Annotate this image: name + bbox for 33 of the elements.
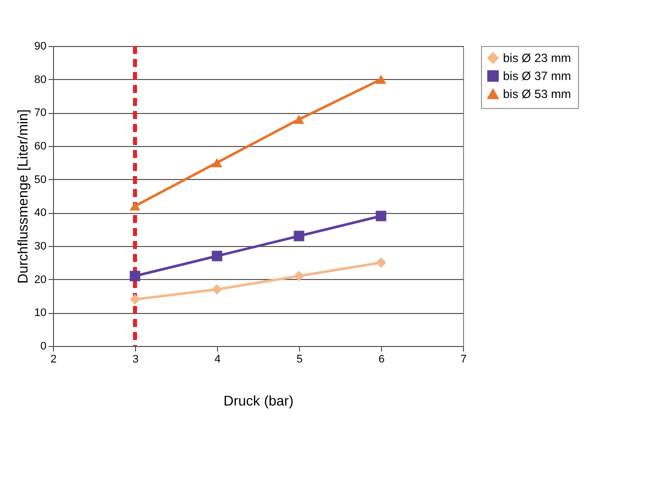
x-tick-label: 2 bbox=[50, 354, 57, 366]
y-tick-label: 20 bbox=[34, 274, 46, 286]
legend-label: bis Ø 53 mm bbox=[503, 87, 572, 101]
y-tick-label: 50 bbox=[34, 174, 46, 186]
x-axis-title: Druck (bar) bbox=[223, 392, 294, 408]
point bbox=[130, 201, 140, 211]
point bbox=[376, 74, 386, 84]
point bbox=[212, 250, 222, 262]
y-tick-label: 40 bbox=[34, 207, 46, 220]
point bbox=[130, 270, 140, 282]
point bbox=[294, 230, 304, 242]
y-tick-label: 0 bbox=[40, 340, 46, 352]
point bbox=[294, 270, 304, 282]
point bbox=[376, 257, 386, 268]
x-tick-label: 7 bbox=[460, 354, 467, 366]
y-tick-label: 10 bbox=[34, 307, 46, 320]
y-tick-label: 30 bbox=[34, 240, 46, 252]
point bbox=[376, 210, 386, 222]
point bbox=[130, 294, 140, 305]
legend-label: bis Ø 37 mm bbox=[503, 69, 572, 83]
x-tick-label: 6 bbox=[378, 354, 385, 366]
x-tick-label: 5 bbox=[296, 354, 303, 366]
x-tick-label: 3 bbox=[132, 354, 139, 366]
legend-label: bis Ø 23 mm bbox=[503, 51, 572, 65]
y-tick-label: 70 bbox=[34, 107, 46, 120]
x-tick-label: 4 bbox=[214, 354, 221, 366]
point bbox=[212, 158, 222, 168]
y-tick-label: 80 bbox=[34, 74, 46, 86]
y-tick-label: 90 bbox=[34, 40, 46, 52]
point bbox=[294, 114, 304, 124]
y-tick-label: 60 bbox=[34, 140, 46, 152]
y-axis-title: Durchflussmenge [Liter/min] bbox=[14, 109, 30, 284]
point bbox=[212, 284, 222, 295]
